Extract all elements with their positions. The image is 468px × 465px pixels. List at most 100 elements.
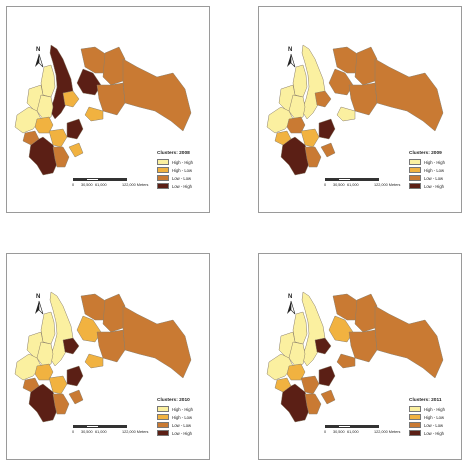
- north-arrow-icon: N: [285, 47, 297, 69]
- scale-tick-2: 61,000: [347, 183, 359, 187]
- legend-swatch: [157, 159, 169, 165]
- region-r9: [332, 293, 360, 321]
- legend-item-ll: Low - Low: [409, 421, 461, 429]
- region-r10: [102, 293, 126, 333]
- legend-label: Low - Low: [172, 422, 192, 428]
- north-arrow-icon: N: [33, 294, 45, 316]
- legend-swatch: [409, 159, 421, 165]
- legend-label: High - Low: [424, 414, 445, 420]
- region-r7: [328, 68, 354, 96]
- choropleth-map: [266, 44, 444, 176]
- region-r17: [304, 393, 322, 415]
- legend-item-hl: High - Low: [409, 166, 461, 174]
- scale-tick-0: 0: [72, 183, 75, 187]
- legend: Clusters: 2009 High - High High - Low Lo…: [409, 151, 461, 190]
- region-r15: [28, 136, 60, 176]
- region-r2: [40, 64, 56, 98]
- map-panel-2008: N 0 30,500 61,000 122,000 Meters Cluster…: [6, 6, 210, 213]
- region-r10: [354, 293, 378, 333]
- legend-label: High - Low: [172, 414, 193, 420]
- region-r13: [84, 106, 104, 122]
- legend-item-lh: Low - High: [157, 429, 209, 437]
- region-r10: [102, 46, 126, 86]
- legend-item-hh: High - High: [409, 158, 461, 166]
- legend-item-lh: Low - High: [157, 182, 209, 190]
- region-r6: [34, 363, 54, 381]
- scale-tick-3: 122,000 Meters: [122, 430, 149, 434]
- legend-item-hl: High - Low: [157, 166, 209, 174]
- region-r11: [348, 329, 378, 363]
- region-r17: [52, 146, 70, 168]
- legend-label: High - High: [424, 406, 445, 412]
- region-r13: [336, 106, 356, 122]
- region-r8: [62, 337, 80, 355]
- region-r8: [62, 90, 80, 108]
- region-r10: [354, 46, 378, 86]
- region-r11: [96, 82, 126, 116]
- scale-tick-3: 122,000 Meters: [374, 183, 401, 187]
- scale-bar: 0 30,500 61,000 122,000 Meters: [70, 424, 170, 438]
- legend-item-ll: Low - Low: [157, 174, 209, 182]
- legend-swatch: [409, 422, 421, 428]
- map-panel-2011: N 0 30,500 61,000 122,000 Meters Cluster…: [258, 253, 462, 460]
- legend-swatch: [157, 167, 169, 173]
- legend: Clusters: 2010 High - High High - Low Lo…: [157, 398, 209, 437]
- region-r16: [48, 128, 68, 148]
- region-r13: [336, 353, 356, 369]
- choropleth-map: [266, 291, 444, 423]
- legend-title: Clusters: 2011: [409, 398, 442, 403]
- legend-label: High - High: [424, 159, 445, 165]
- region-r15: [280, 383, 312, 423]
- region-r16: [300, 375, 320, 395]
- region-r6: [286, 363, 306, 381]
- region-r8: [314, 90, 332, 108]
- legend-label: High - High: [172, 406, 193, 412]
- choropleth-map: [14, 44, 192, 176]
- legend-item-hl: High - Low: [157, 413, 209, 421]
- scale-tick-3: 122,000 Meters: [374, 430, 401, 434]
- region-r16: [300, 128, 320, 148]
- legend-title: Clusters: 2008: [157, 151, 190, 156]
- scale-tick-0: 0: [324, 430, 327, 434]
- region-r18: [68, 142, 84, 158]
- legend-swatch: [409, 175, 421, 181]
- legend-swatch: [157, 183, 169, 189]
- region-r7: [328, 315, 354, 343]
- legend-label: Low - Low: [424, 422, 444, 428]
- legend-item-hh: High - High: [157, 158, 209, 166]
- legend: Clusters: 2008 High - High High - Low Lo…: [157, 151, 209, 190]
- region-r12: [374, 305, 444, 379]
- legend-title: Clusters: 2010: [157, 398, 190, 403]
- region-r2: [292, 64, 308, 98]
- scale-tick-1: 30,500: [333, 430, 345, 434]
- map-panel-2010: N 0 30,500 61,000 122,000 Meters Cluster…: [6, 253, 210, 460]
- region-r19: [274, 130, 292, 146]
- legend-swatch: [157, 414, 169, 420]
- region-r2: [292, 311, 308, 345]
- region-r7: [76, 68, 102, 96]
- north-label: N: [36, 294, 41, 300]
- scale-tick-0: 0: [72, 430, 75, 434]
- legend-label: Low - Low: [172, 175, 192, 181]
- legend: Clusters: 2011 High - High High - Low Lo…: [409, 398, 461, 437]
- choropleth-map: [14, 291, 192, 423]
- region-r9: [80, 46, 108, 74]
- legend-swatch: [409, 167, 421, 173]
- region-r9: [332, 46, 360, 74]
- region-r12: [122, 58, 192, 132]
- region-r18: [320, 142, 336, 158]
- region-r19: [22, 377, 40, 393]
- region-r17: [304, 146, 322, 168]
- legend-swatch: [409, 430, 421, 436]
- region-r14: [66, 118, 84, 140]
- scale-tick-1: 30,500: [81, 430, 93, 434]
- region-r19: [22, 130, 40, 146]
- region-r2: [40, 311, 56, 345]
- scale-tick-1: 30,500: [81, 183, 93, 187]
- legend-label: High - Low: [424, 167, 445, 173]
- legend-label: Low - High: [424, 430, 445, 436]
- legend-label: Low - High: [172, 430, 193, 436]
- scale-tick-2: 61,000: [347, 430, 359, 434]
- region-r6: [34, 116, 54, 134]
- scale-tick-0: 0: [324, 183, 327, 187]
